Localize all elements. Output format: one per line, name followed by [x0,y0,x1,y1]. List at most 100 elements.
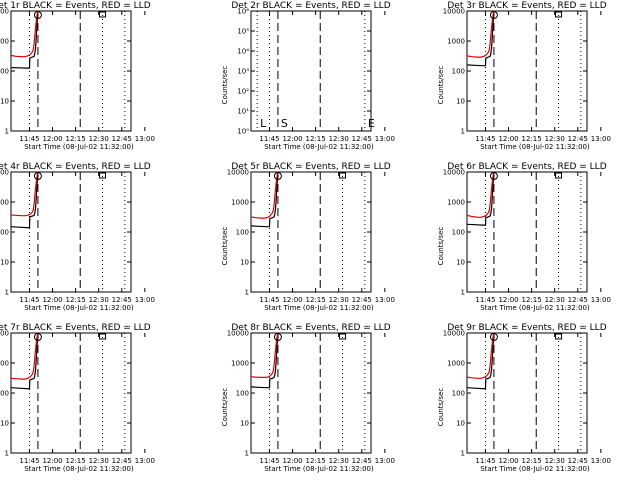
square-marker [99,172,107,179]
events-series-line [466,334,495,390]
y-tick-label: 1 [461,450,465,458]
x-tick-label: 12:15 [66,457,86,465]
text-marker: S [281,117,288,130]
x-tick-label: 12:00 [282,296,302,304]
y-tick-label: 1000 [0,199,9,207]
x-tick-label: 12:30 [329,135,349,143]
x-tick-label: 12:00 [42,457,62,465]
events-series-line [466,12,495,67]
x-tick-label: 12:30 [329,457,349,465]
y-tick-label: 1000 [231,199,249,207]
panel-title: Det 5r BLACK = Events, RED = LLD [231,162,390,172]
y-tick-label: 10⁶ [237,8,249,16]
x-tick-label: 13:00 [591,135,611,143]
y-tick-label: 10000 [443,330,465,338]
x-axis-label: Start Time (08-Jul-02 11:32:00) [24,304,134,312]
circle-marker [489,333,498,341]
y-tick-label: 10⁴ [237,48,249,56]
x-tick-label: 12:15 [66,296,86,304]
y-tick-label: 10 [240,259,249,267]
y-tick-label: 10¹ [237,108,249,116]
y-tick-label: 10 [456,259,465,267]
y-tick-label: 100 [236,390,249,398]
y-tick-label: 1 [245,289,249,297]
y-tick-label: 10 [240,420,249,428]
x-axis-label: Start Time (08-Jul-02 11:32:00) [264,304,374,312]
x-tick-label: 13:00 [591,296,611,304]
lld-series-line [250,171,279,219]
text-marker: E [368,117,375,130]
x-tick-label: 12:45 [112,135,132,143]
events-series-line [10,334,39,390]
x-tick-label: 12:45 [112,296,132,304]
y-tick-label: 10 [456,420,465,428]
panel-title: Det 9r BLACK = Events, RED = LLD [447,323,606,333]
x-axis-label: Start Time (08-Jul-02 11:32:00) [264,465,374,473]
x-tick-label: 12:00 [42,135,62,143]
y-tick-label: 10000 [227,169,249,177]
x-tick-label: 11:45 [19,457,39,465]
y-tick-label: 10³ [237,68,249,76]
x-tick-label: 12:45 [568,296,588,304]
square-marker [339,333,347,340]
y-tick-label: 100 [0,68,9,76]
y-axis-label: Counts/sec [437,66,445,105]
panel-title: Det 3r BLACK = Events, RED = LLD [447,1,606,11]
y-tick-label: 100 [452,68,465,76]
x-tick-label: 12:30 [329,296,349,304]
x-tick-label: 11:45 [259,457,279,465]
x-tick-label: 12:30 [89,457,109,465]
lld-series-line [10,10,39,58]
x-tick-label: 13:00 [135,135,155,143]
y-axis-label: Counts/sec [221,388,229,427]
x-tick-label: 11:45 [259,135,279,143]
y-tick-label: 10000 [443,169,465,177]
circle-marker [273,172,282,180]
y-tick-label: 100 [0,229,9,237]
y-axis-label: Counts/sec [221,66,229,105]
y-tick-label: 1000 [447,199,465,207]
lld-series-line [466,10,495,58]
x-tick-label: 13:00 [135,296,155,304]
x-tick-label: 12:00 [498,457,518,465]
detector-panel: Det 3r BLACK = Events, RED = LLD 1 10 100 10… [437,1,611,151]
x-tick-label: 11:45 [19,135,39,143]
square-marker [99,333,107,340]
square-marker [555,172,563,179]
circle-marker [33,172,42,180]
x-tick-label: 13:00 [375,135,395,143]
y-tick-label: 10 [0,259,9,267]
panel-title: Det 2r BLACK = Events, RED = LLD [231,1,390,11]
lld-series-line [466,332,495,379]
detector-panel: Det 5r BLACK = Events, RED = LLD 1 10 100 10… [221,162,395,312]
x-axis-label: Start Time (08-Jul-02 11:32:00) [480,143,590,151]
square-marker [99,11,107,18]
x-tick-label: 12:15 [66,135,86,143]
y-tick-label: 1 [5,450,9,458]
x-tick-label: 12:15 [306,457,326,465]
x-tick-label: 12:15 [522,135,542,143]
detector-panel: Det 7r BLACK = Events, RED = LLD 1 10 100 10… [0,323,155,473]
detector-panel: Det 4r BLACK = Events, RED = LLD 1 10 100 10… [0,162,155,312]
y-tick-label: 1 [5,289,9,297]
circle-marker [489,172,498,180]
circle-marker [33,11,42,19]
y-tick-label: 1 [461,289,465,297]
panel-title: Det 8r BLACK = Events, RED = LLD [231,323,390,333]
y-tick-label: 1 [5,128,9,136]
x-tick-label: 12:30 [545,135,565,143]
x-tick-label: 12:15 [522,296,542,304]
y-tick-label: 1000 [447,38,465,46]
panel-title: Det 1r BLACK = Events, RED = LLD [0,1,151,11]
y-tick-label: 1 [245,450,249,458]
x-tick-label: 12:00 [282,135,302,143]
events-series-line [466,173,495,226]
circle-marker [273,333,282,341]
panel-title: Det 6r BLACK = Events, RED = LLD [447,162,606,172]
x-tick-label: 12:45 [112,457,132,465]
square-marker [555,11,563,18]
x-tick-label: 12:15 [522,457,542,465]
x-tick-label: 13:00 [375,296,395,304]
y-tick-label: 100 [452,229,465,237]
